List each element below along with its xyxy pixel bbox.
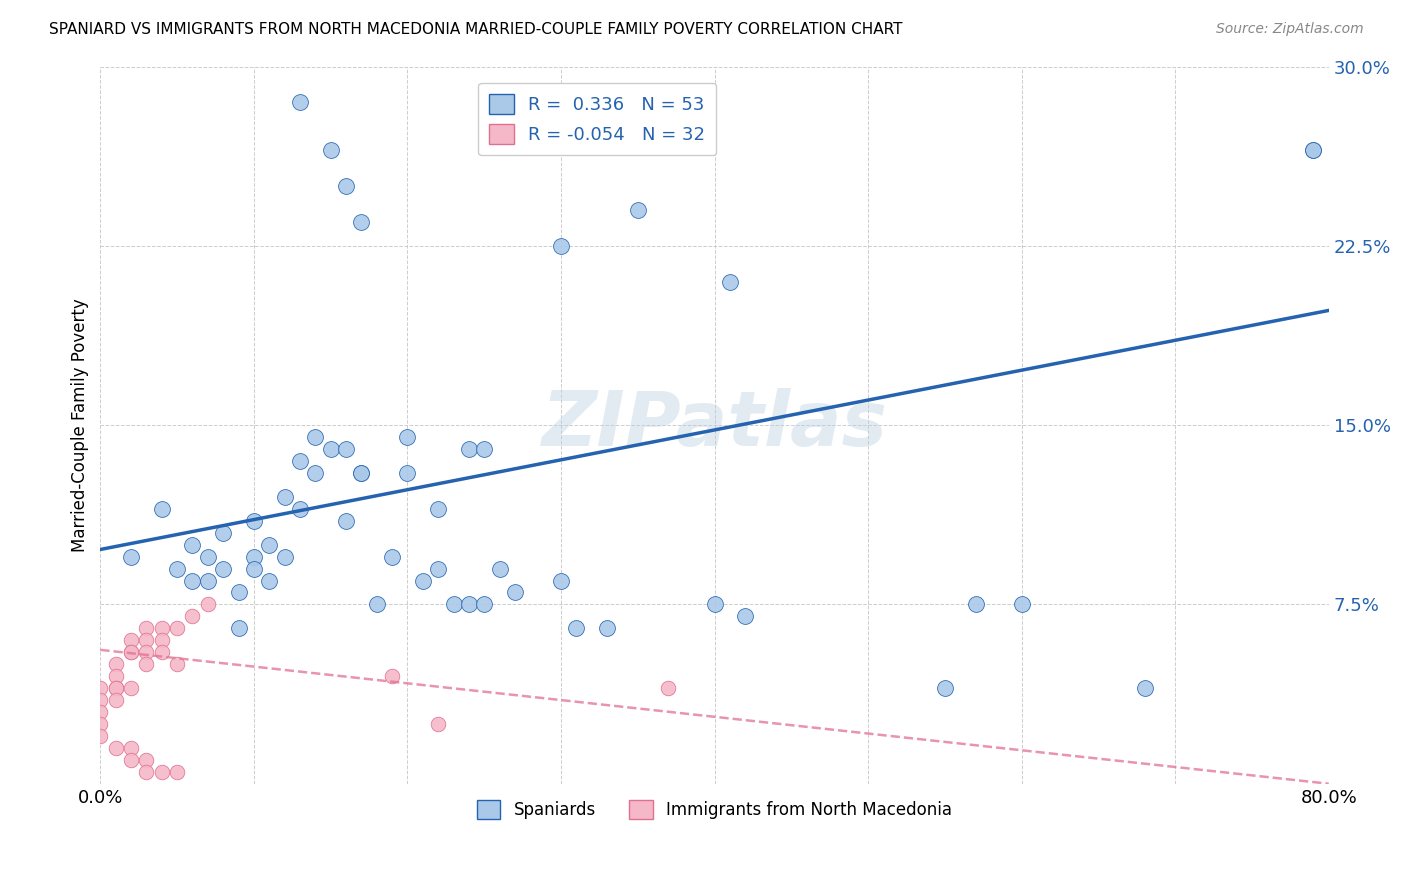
Point — [396, 466, 419, 480]
Point — [120, 549, 142, 564]
Point — [212, 525, 235, 540]
Point — [181, 574, 204, 588]
Point — [166, 561, 188, 575]
Point — [319, 442, 342, 456]
Point — [166, 657, 188, 672]
Point — [120, 645, 142, 659]
Point — [335, 442, 357, 456]
Point — [381, 669, 404, 683]
Point — [89, 705, 111, 719]
Point — [120, 753, 142, 767]
Point — [965, 598, 987, 612]
Point — [181, 538, 204, 552]
Point — [718, 275, 741, 289]
Point — [288, 95, 311, 110]
Point — [135, 621, 157, 635]
Point — [197, 574, 219, 588]
Point — [443, 598, 465, 612]
Point — [243, 561, 266, 575]
Point — [366, 598, 388, 612]
Point — [350, 466, 373, 480]
Point — [288, 454, 311, 468]
Point — [550, 574, 572, 588]
Point — [457, 598, 479, 612]
Point — [472, 598, 495, 612]
Point — [288, 501, 311, 516]
Text: ZIPatlas: ZIPatlas — [541, 388, 887, 462]
Point — [166, 764, 188, 779]
Point — [703, 598, 725, 612]
Point — [1133, 681, 1156, 695]
Point — [1011, 598, 1033, 612]
Point — [104, 681, 127, 695]
Point — [135, 753, 157, 767]
Point — [181, 609, 204, 624]
Point — [120, 633, 142, 648]
Point — [627, 202, 650, 217]
Point — [104, 669, 127, 683]
Point — [427, 561, 450, 575]
Point — [1302, 143, 1324, 157]
Point — [350, 466, 373, 480]
Point — [89, 693, 111, 707]
Point — [335, 514, 357, 528]
Point — [934, 681, 956, 695]
Point — [135, 657, 157, 672]
Point — [243, 514, 266, 528]
Point — [734, 609, 756, 624]
Point — [596, 621, 619, 635]
Text: SPANIARD VS IMMIGRANTS FROM NORTH MACEDONIA MARRIED-COUPLE FAMILY POVERTY CORREL: SPANIARD VS IMMIGRANTS FROM NORTH MACEDO… — [49, 22, 903, 37]
Point — [565, 621, 588, 635]
Point — [427, 501, 450, 516]
Point — [135, 764, 157, 779]
Point — [657, 681, 679, 695]
Point — [457, 442, 479, 456]
Point — [273, 549, 295, 564]
Y-axis label: Married-Couple Family Poverty: Married-Couple Family Poverty — [72, 298, 89, 552]
Point — [350, 215, 373, 229]
Point — [150, 621, 173, 635]
Point — [381, 549, 404, 564]
Point — [89, 717, 111, 731]
Point — [104, 681, 127, 695]
Point — [150, 501, 173, 516]
Point — [304, 430, 326, 444]
Point — [319, 143, 342, 157]
Point — [89, 681, 111, 695]
Point — [135, 633, 157, 648]
Point — [120, 645, 142, 659]
Point — [243, 549, 266, 564]
Point — [120, 681, 142, 695]
Point — [488, 561, 510, 575]
Point — [427, 717, 450, 731]
Point — [503, 585, 526, 599]
Point — [228, 621, 250, 635]
Point — [135, 645, 157, 659]
Point — [150, 645, 173, 659]
Point — [104, 657, 127, 672]
Point — [89, 729, 111, 743]
Point — [472, 442, 495, 456]
Point — [304, 466, 326, 480]
Text: Source: ZipAtlas.com: Source: ZipAtlas.com — [1216, 22, 1364, 37]
Point — [396, 430, 419, 444]
Point — [550, 239, 572, 253]
Point — [150, 633, 173, 648]
Point — [104, 740, 127, 755]
Point — [150, 764, 173, 779]
Point — [259, 574, 281, 588]
Point — [166, 621, 188, 635]
Legend: Spaniards, Immigrants from North Macedonia: Spaniards, Immigrants from North Macedon… — [471, 793, 959, 826]
Point — [120, 740, 142, 755]
Point — [104, 693, 127, 707]
Point — [228, 585, 250, 599]
Point — [335, 179, 357, 194]
Point — [259, 538, 281, 552]
Point — [197, 598, 219, 612]
Point — [1302, 143, 1324, 157]
Point — [273, 490, 295, 504]
Point — [212, 561, 235, 575]
Point — [412, 574, 434, 588]
Point — [197, 549, 219, 564]
